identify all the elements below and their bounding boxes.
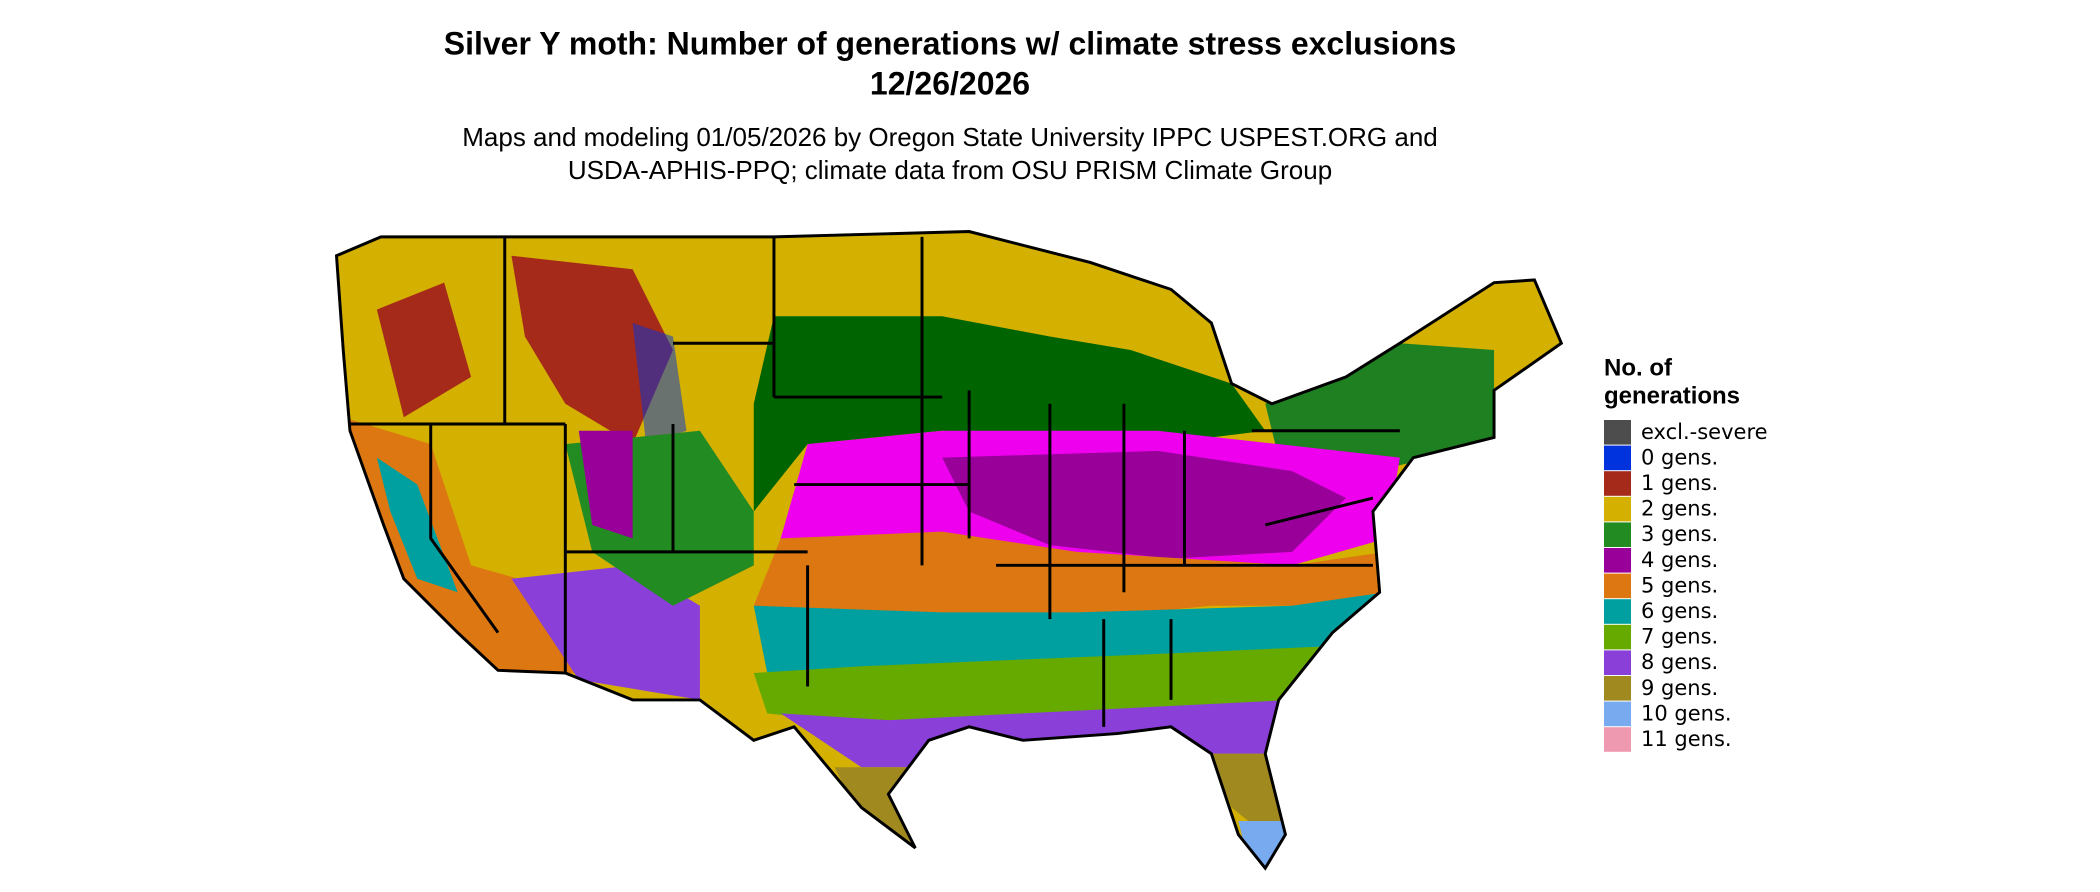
- legend-swatch: [1604, 445, 1631, 471]
- legend-label: 2 gens.: [1641, 497, 1718, 521]
- legend-label: excl.-severe: [1641, 420, 1768, 444]
- legend-swatch: [1604, 676, 1631, 701]
- date: 12/26/2026: [870, 65, 1030, 101]
- credit-line: USDA-APHIS-PPQ; climate data from OSU PR…: [568, 155, 1332, 185]
- zone: [753, 531, 1387, 633]
- legend-label: 4 gens.: [1641, 548, 1718, 572]
- zone: [511, 565, 700, 700]
- legend-label: 0 gens.: [1641, 445, 1718, 469]
- legend-swatch: [1604, 650, 1631, 675]
- legend-label: 5 gens.: [1641, 573, 1718, 597]
- legend-label: 6 gens.: [1641, 599, 1718, 623]
- legend-title: No. of: [1604, 354, 1673, 381]
- legend-swatch: [1604, 701, 1631, 727]
- legend-label: 10 gens.: [1641, 701, 1732, 725]
- legend-label: 3 gens.: [1641, 522, 1718, 546]
- zone: [834, 767, 943, 862]
- generation-zones: [336, 231, 1562, 869]
- legend-label: 9 gens.: [1641, 676, 1718, 700]
- zone: [942, 450, 1346, 559]
- state-lines: [349, 236, 1400, 727]
- legend-label: 1 gens.: [1641, 471, 1718, 495]
- map: [334, 230, 1564, 871]
- legend-swatch: [1604, 522, 1631, 547]
- zone: [753, 316, 1266, 512]
- borders: [334, 230, 1564, 871]
- legend-swatch: [1604, 727, 1631, 752]
- title: Silver Y moth: Number of generations w/ …: [444, 25, 1456, 61]
- legend-label: 7 gens.: [1641, 625, 1718, 649]
- credit-line: Maps and modeling 01/05/2026 by Oregon S…: [462, 122, 1438, 152]
- zone: [578, 430, 633, 539]
- country-outline: [334, 230, 1564, 871]
- zone: [376, 457, 458, 593]
- legend-swatch: [1604, 496, 1631, 522]
- zone: [632, 323, 687, 445]
- legend-swatch: [1604, 471, 1631, 496]
- legend-swatch: [1604, 599, 1631, 624]
- legend-label: 8 gens.: [1641, 650, 1718, 674]
- legend-label: 11 gens.: [1641, 727, 1732, 751]
- legend-title: generations: [1604, 382, 1740, 409]
- zone: [1265, 343, 1495, 472]
- legend-swatch: [1604, 624, 1631, 650]
- legend-swatch: [1604, 548, 1631, 573]
- legend-swatch: [1604, 573, 1631, 599]
- zone: [376, 282, 472, 418]
- zone: [511, 255, 673, 445]
- legend-swatch: [1604, 420, 1631, 445]
